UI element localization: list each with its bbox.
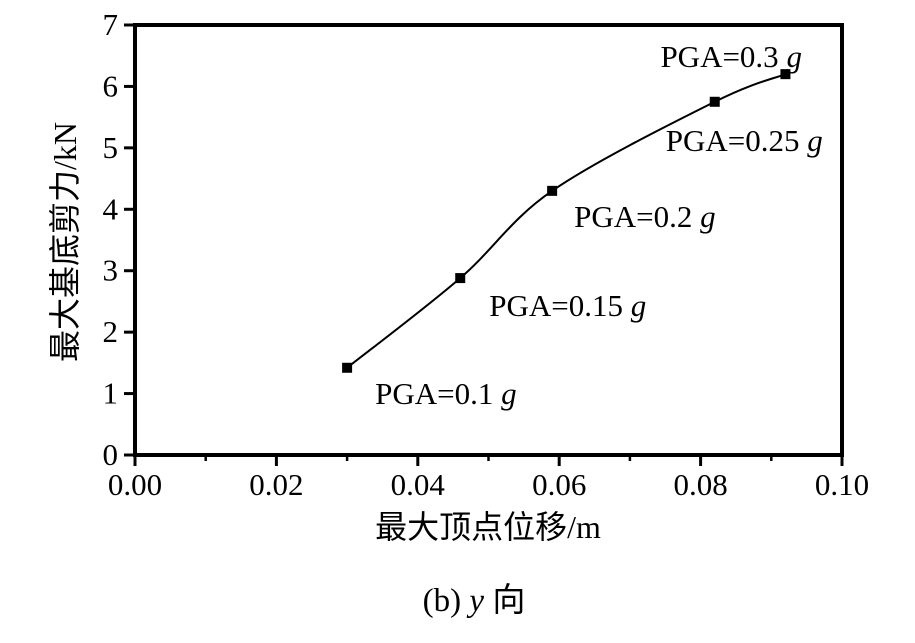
caption-prefix: (b)	[422, 583, 470, 619]
y-tick-label: 0	[103, 437, 119, 472]
data-point-marker	[342, 362, 353, 373]
data-point-label: PGA=0.3 g	[660, 39, 802, 74]
caption-suffix: 向	[484, 583, 526, 619]
series-line	[346, 73, 786, 369]
data-point-marker	[455, 273, 466, 284]
y-tick-label: 1	[103, 376, 119, 411]
y-tick-label: 5	[103, 130, 119, 165]
data-point-label: PGA=0.25 g	[666, 123, 823, 158]
data-point-marker	[709, 96, 720, 107]
y-tick-label: 6	[103, 68, 119, 103]
x-tick-label: 0.06	[532, 467, 586, 502]
data-point-label: PGA=0.15 g	[489, 288, 646, 323]
x-axis-title: 最大顶点位移/m	[375, 509, 601, 545]
data-point-label: PGA=0.2 g	[574, 199, 716, 234]
figure-caption: (b) y 向	[423, 583, 526, 619]
data-point-marker	[547, 185, 558, 196]
x-axis-title-text: 最大顶点位移/m	[375, 509, 601, 545]
x-tick-label: 0.08	[673, 467, 727, 502]
y-axis-title-text: 最大基底剪力/kN	[47, 121, 83, 363]
caption-italic-y: y	[469, 583, 485, 619]
x-tick-label: 0.10	[815, 467, 869, 502]
data-point-marker	[780, 69, 791, 80]
y-tick-label: 2	[103, 314, 119, 349]
y-tick-label: 7	[103, 7, 119, 42]
x-tick-label: 0.00	[108, 467, 162, 502]
y-tick-label: 3	[103, 253, 119, 288]
y-axis-title: 最大基底剪力/kN	[47, 121, 83, 363]
y-tick-label: 4	[103, 191, 119, 226]
data-point-label: PGA=0.1 g	[375, 376, 516, 411]
x-tick-label: 0.02	[249, 467, 303, 502]
x-tick-label: 0.04	[391, 467, 446, 502]
